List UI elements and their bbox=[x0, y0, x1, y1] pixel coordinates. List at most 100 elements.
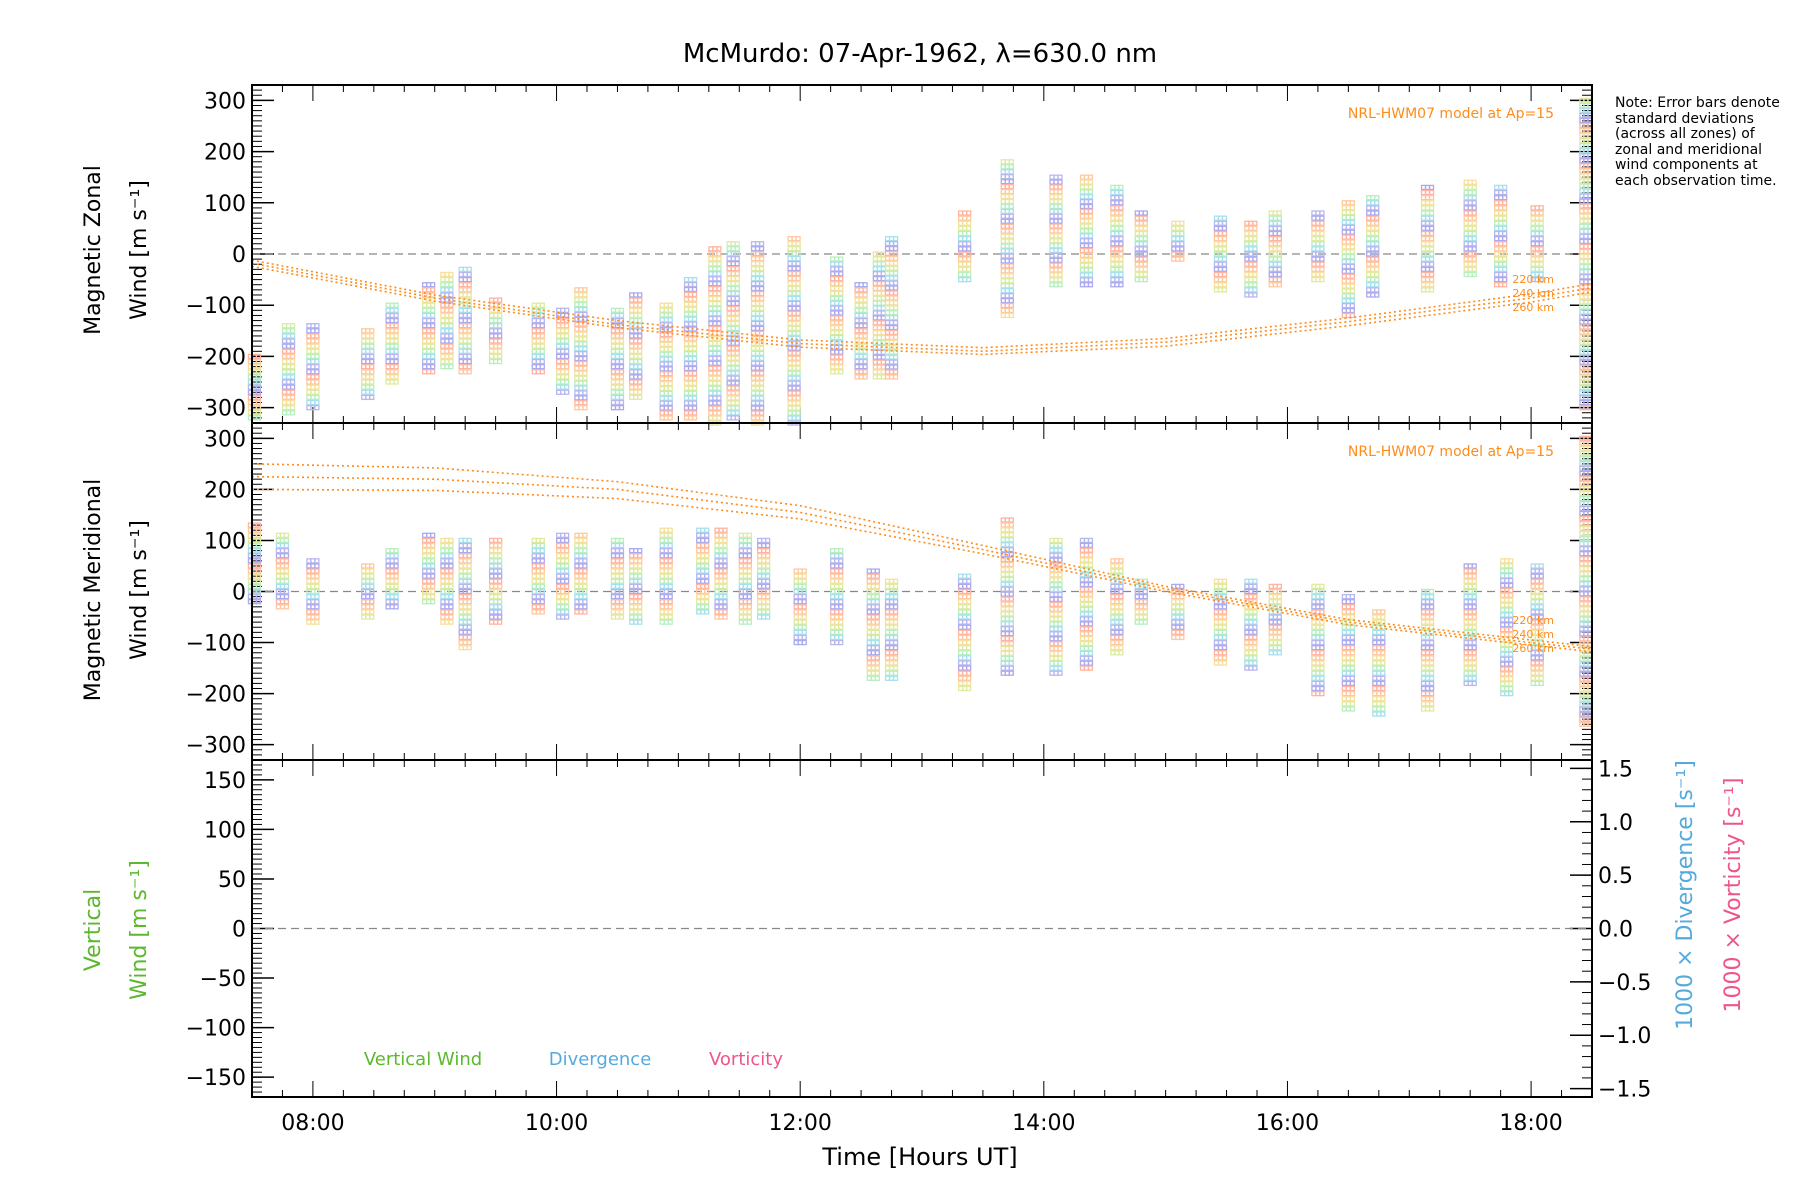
observation-point bbox=[746, 604, 753, 610]
observation-point bbox=[314, 333, 320, 339]
observation-point bbox=[637, 389, 643, 395]
observation-point bbox=[722, 599, 728, 605]
observation-point bbox=[314, 348, 320, 354]
observation-point bbox=[1252, 241, 1258, 247]
observation-point bbox=[892, 245, 899, 252]
observation-point bbox=[862, 323, 868, 329]
observation-point bbox=[716, 355, 722, 361]
observation-column bbox=[458, 537, 472, 651]
observation-column bbox=[531, 537, 545, 615]
observation-point bbox=[764, 553, 771, 559]
observation-point bbox=[283, 599, 290, 605]
observation-point bbox=[874, 650, 880, 656]
observation-point bbox=[1374, 225, 1380, 232]
observation-point bbox=[429, 317, 436, 324]
observation-point bbox=[1276, 266, 1282, 273]
observation-point bbox=[1118, 609, 1124, 615]
observation-point bbox=[539, 317, 545, 324]
observation-point bbox=[496, 563, 503, 569]
observation-point bbox=[618, 348, 625, 354]
observation-point bbox=[758, 415, 765, 421]
observation-point bbox=[1349, 239, 1356, 245]
observation-column bbox=[1493, 184, 1508, 288]
observation-point bbox=[795, 320, 801, 326]
observation-point bbox=[618, 537, 625, 544]
observation-point bbox=[1142, 220, 1148, 226]
observation-point bbox=[466, 364, 472, 370]
observation-point bbox=[314, 384, 320, 390]
observation-point bbox=[892, 285, 899, 291]
observation-point bbox=[965, 675, 972, 681]
observation-point bbox=[716, 410, 722, 416]
observation-point bbox=[691, 286, 698, 293]
observation-point bbox=[1087, 203, 1094, 210]
observation-point bbox=[892, 364, 899, 370]
observation-point bbox=[1319, 215, 1325, 221]
observation-point bbox=[466, 614, 472, 620]
observation-point bbox=[704, 527, 710, 533]
observation-point bbox=[965, 241, 972, 247]
observation-point bbox=[1118, 593, 1124, 600]
observation-point bbox=[1349, 303, 1356, 309]
observation-point bbox=[283, 588, 290, 595]
observation-point bbox=[892, 329, 899, 336]
observation-point bbox=[892, 290, 899, 296]
observation-point bbox=[1118, 568, 1124, 574]
observation-point bbox=[582, 583, 588, 590]
observation-point bbox=[667, 371, 673, 377]
observation-column bbox=[683, 276, 698, 421]
observation-point bbox=[667, 400, 673, 406]
observation-point bbox=[1538, 266, 1544, 273]
observation-column bbox=[696, 527, 710, 615]
observation-point bbox=[539, 553, 545, 559]
observation-point bbox=[965, 251, 972, 257]
observation-point bbox=[283, 558, 290, 564]
observation-point bbox=[314, 588, 320, 595]
observation-point bbox=[1471, 246, 1477, 252]
observation-point bbox=[1142, 241, 1148, 247]
observation-point bbox=[448, 307, 454, 313]
observation-point bbox=[764, 573, 771, 579]
observation-point bbox=[429, 282, 436, 288]
observation-point bbox=[1276, 282, 1282, 288]
observation-point bbox=[393, 312, 399, 319]
observation-point bbox=[637, 384, 643, 390]
observation-point bbox=[716, 350, 722, 357]
observation-point bbox=[496, 583, 503, 590]
observation-point bbox=[1057, 670, 1063, 676]
observation-point bbox=[795, 415, 801, 421]
observation-point bbox=[838, 364, 844, 370]
observation-point bbox=[667, 380, 673, 387]
observation-point bbox=[795, 390, 801, 396]
observation-point bbox=[618, 394, 625, 401]
observation-point bbox=[563, 542, 570, 549]
observation-column bbox=[440, 537, 454, 625]
observation-point bbox=[1087, 557, 1094, 563]
observation-point bbox=[563, 312, 570, 319]
observation-column bbox=[574, 532, 588, 615]
observation-point bbox=[667, 322, 673, 328]
observation-point bbox=[314, 399, 320, 406]
observation-point bbox=[1252, 251, 1258, 257]
observation-point bbox=[539, 542, 545, 549]
observation-point bbox=[1057, 194, 1063, 200]
observation-point bbox=[582, 321, 588, 327]
observation-point bbox=[795, 245, 801, 252]
observation-point bbox=[582, 326, 588, 332]
observation-point bbox=[1118, 266, 1124, 273]
observation-point bbox=[618, 548, 625, 554]
observation-point bbox=[1538, 256, 1544, 262]
observation-point bbox=[618, 553, 625, 559]
observation-point bbox=[1057, 660, 1063, 667]
observation-point bbox=[496, 333, 503, 339]
observation-point bbox=[448, 548, 454, 554]
observation-point bbox=[965, 266, 972, 273]
observation-point bbox=[758, 330, 765, 337]
observation-point bbox=[1179, 619, 1185, 625]
observation-point bbox=[1118, 184, 1124, 191]
observation-column bbox=[830, 256, 844, 375]
observation-point bbox=[716, 370, 722, 376]
observation-point bbox=[795, 300, 801, 307]
observation-point bbox=[429, 307, 436, 313]
observation-point bbox=[314, 364, 320, 370]
